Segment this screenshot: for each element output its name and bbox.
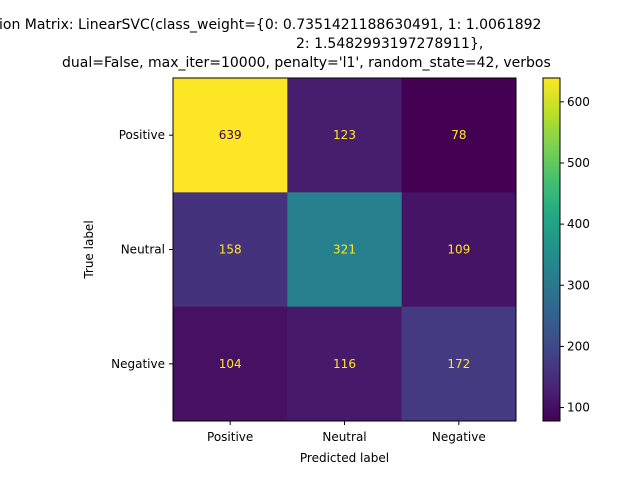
heatmap-cell <box>287 306 403 422</box>
colorbar-tick-label: 400 <box>567 217 590 231</box>
heatmap-cell <box>173 306 288 422</box>
cell-value-label: 104 <box>219 357 242 371</box>
cell-value-labels: 639 123 78 158 321 109 104 116 172 <box>219 128 471 371</box>
heatmap-cells <box>173 78 517 422</box>
x-tick-label: Positive <box>207 430 253 444</box>
cell-value-label: 172 <box>447 357 470 371</box>
cell-value-label: 109 <box>447 243 470 257</box>
title-line-1: ion Matrix: LinearSVC(class_weight={0: 0… <box>0 17 541 33</box>
colorbar-tick-label: 200 <box>567 339 590 353</box>
colorbar-gradient <box>542 77 561 422</box>
cell-value-label: 78 <box>451 128 466 142</box>
colorbar-tick-label: 500 <box>567 156 590 170</box>
x-tick-label: Neutral <box>322 430 366 444</box>
heatmap-cell <box>173 192 288 308</box>
colorbar-tick-label: 100 <box>567 401 590 415</box>
title-line-3: dual=False, max_iter=10000, penalty='l1'… <box>62 55 551 71</box>
x-tick-label: Negative <box>432 430 486 444</box>
colorbar: 100 200 300 400 500 600 <box>542 77 590 422</box>
heatmap-cell <box>401 78 517 193</box>
heatmap-cell <box>401 306 517 422</box>
chart-title: ion Matrix: LinearSVC(class_weight={0: 0… <box>0 17 551 71</box>
cell-value-label: 321 <box>333 243 356 257</box>
title-line-2: 2: 1.5482993197278911}, <box>296 36 483 52</box>
heatmap-cell <box>173 78 288 193</box>
cell-value-label: 158 <box>219 243 242 257</box>
y-tick-label: Positive <box>119 128 165 142</box>
y-tick-label: Negative <box>111 357 165 371</box>
cell-value-label: 116 <box>333 357 356 371</box>
colorbar-tick-label: 600 <box>567 95 590 109</box>
cell-value-label: 639 <box>219 128 242 142</box>
heatmap-cell <box>287 192 403 308</box>
cell-value-label: 123 <box>333 128 356 142</box>
heatmap-cell <box>287 78 403 193</box>
colorbar-ticks: 100 200 300 400 500 600 <box>560 95 590 415</box>
y-tick-label: Neutral <box>121 243 165 257</box>
colorbar-tick-label: 300 <box>567 278 590 292</box>
x-axis-ticks: Positive Neutral Negative <box>207 421 486 444</box>
x-axis-label: Predicted label <box>300 451 389 465</box>
y-axis-label: True label <box>82 220 96 279</box>
y-axis-ticks: Positive Neutral Negative <box>111 128 173 371</box>
heatmap-cell <box>401 192 517 308</box>
